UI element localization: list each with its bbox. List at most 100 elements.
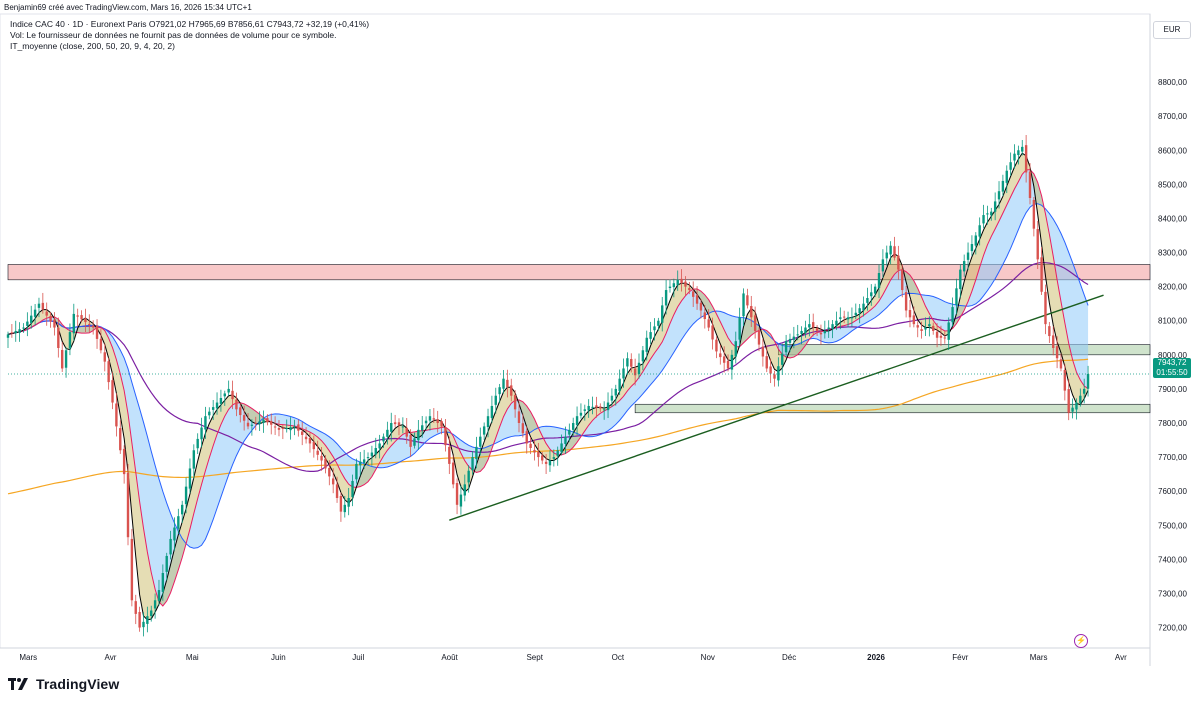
candle xyxy=(239,402,242,423)
candle-body xyxy=(64,350,68,368)
candle-body xyxy=(1044,291,1047,325)
zone-resistance xyxy=(7,264,1151,281)
candle xyxy=(823,320,827,339)
candle-body xyxy=(84,318,87,323)
candle-body xyxy=(281,427,285,429)
candle-body xyxy=(463,484,467,496)
candle xyxy=(417,419,420,450)
candle xyxy=(490,395,494,424)
candle xyxy=(1044,284,1047,335)
candle-body xyxy=(308,437,312,444)
candle-body xyxy=(676,279,679,286)
candle-body xyxy=(421,425,424,431)
candle xyxy=(517,401,521,433)
candle-body xyxy=(606,402,610,411)
candle xyxy=(126,463,130,546)
candle-body xyxy=(966,252,970,260)
candle xyxy=(26,312,29,337)
candle xyxy=(935,323,939,348)
candle xyxy=(188,458,192,494)
candle-body xyxy=(839,317,842,319)
candle-body xyxy=(115,403,118,427)
candle-body xyxy=(990,211,993,216)
candle xyxy=(169,530,172,560)
candle xyxy=(1086,365,1090,397)
candle-body xyxy=(91,325,95,328)
candle xyxy=(184,477,188,514)
candle xyxy=(885,245,888,266)
candle-body xyxy=(513,395,517,410)
candle xyxy=(138,606,141,632)
candle xyxy=(912,306,916,328)
candle xyxy=(951,297,954,327)
candle-body xyxy=(939,335,943,338)
candle-body xyxy=(223,393,226,397)
indicator-legend[interactable]: IT_moyenne (close, 200, 50, 20, 9, 4, 20… xyxy=(10,41,175,51)
symbol-legend[interactable]: Indice CAC 40 · 1D · Euronext Paris O792… xyxy=(10,19,370,29)
y-tick-label: 7600,00 xyxy=(1158,487,1187,496)
candle xyxy=(409,429,412,457)
candle xyxy=(688,281,691,295)
candle xyxy=(579,403,583,419)
candle-body xyxy=(215,402,219,409)
candle-body xyxy=(819,332,823,335)
credit-line: Benjamin69 créé avec TradingView.com, Ma… xyxy=(4,3,252,12)
candle-body xyxy=(831,324,834,330)
candle-body xyxy=(184,486,188,505)
candle xyxy=(587,399,590,418)
candle xyxy=(664,279,668,315)
candle xyxy=(556,446,559,466)
candle-body xyxy=(208,411,211,416)
candle-body xyxy=(815,328,819,331)
candle-body xyxy=(773,374,776,379)
candle xyxy=(959,264,962,298)
candle-body xyxy=(595,405,598,408)
candle-body xyxy=(750,306,753,318)
candle-body xyxy=(273,426,277,428)
candle-body xyxy=(668,286,672,289)
candle-body xyxy=(134,601,137,614)
candle-body xyxy=(378,443,381,449)
candle-body xyxy=(529,443,532,448)
candle-body xyxy=(482,426,486,435)
candle xyxy=(548,450,552,472)
candle xyxy=(765,345,768,373)
y-tick-label: 8600,00 xyxy=(1158,146,1187,155)
candle xyxy=(657,317,660,331)
candle xyxy=(645,330,648,361)
y-tick-label: 8000,00 xyxy=(1158,351,1187,360)
candle-body xyxy=(99,338,103,351)
lightning-icon[interactable]: ⚡ xyxy=(1074,634,1088,648)
candle xyxy=(246,412,250,430)
candle xyxy=(297,419,300,437)
candle xyxy=(142,612,145,637)
candle-body xyxy=(459,494,463,507)
candle-body xyxy=(943,337,947,339)
candle xyxy=(684,276,687,296)
candle xyxy=(606,392,610,419)
candle xyxy=(88,314,91,332)
candle xyxy=(99,328,103,354)
candle xyxy=(115,393,118,437)
candle-body xyxy=(928,324,931,327)
candle-body xyxy=(661,305,664,323)
candle xyxy=(479,427,482,456)
candle xyxy=(568,423,571,442)
x-tick-label: Févr xyxy=(952,653,968,662)
currency-button[interactable]: EUR xyxy=(1153,21,1191,39)
candle xyxy=(18,322,21,342)
tradingview-logo[interactable]: TradingView xyxy=(8,676,119,692)
candle-body xyxy=(804,327,807,333)
candle xyxy=(730,349,734,380)
candle xyxy=(897,245,900,280)
candle xyxy=(76,308,79,327)
candle xyxy=(1055,336,1059,369)
candle xyxy=(788,333,792,353)
x-tick-label: Déc xyxy=(782,653,796,662)
candle-body xyxy=(486,416,490,428)
candle xyxy=(1028,163,1032,205)
candle-body xyxy=(26,321,29,326)
y-tick-label: 7300,00 xyxy=(1158,589,1187,598)
candle-body xyxy=(587,405,590,411)
